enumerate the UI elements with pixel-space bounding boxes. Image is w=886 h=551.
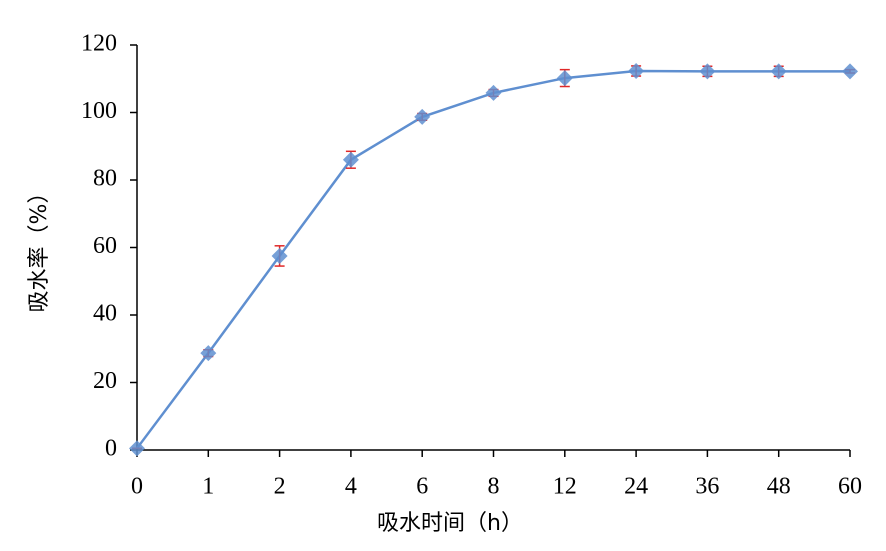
marker [699,63,716,80]
marker [271,247,288,264]
marker [770,63,787,80]
y-tick-label: 120 [81,31,117,57]
x-tick-label: 6 [416,474,428,500]
marker [129,440,145,457]
y-tick-label: 40 [93,301,117,327]
x-tick-label: 4 [345,474,357,500]
marker [485,84,502,101]
x-tick-label: 24 [624,474,648,500]
marker [842,63,858,80]
x-tick-label: 2 [274,474,286,500]
x-axis-label: 吸水时间（h） [377,511,523,536]
x-tick-label: 12 [553,474,577,500]
y-tick-label: 80 [93,166,117,192]
y-axis-label: 吸水率（%） [27,182,52,313]
x-tick-label: 0 [131,474,143,500]
x-tick-label: 60 [838,474,862,500]
y-tick-label: 60 [93,233,117,259]
y-tick-label: 100 [81,98,117,124]
marker [342,151,359,168]
x-tick-label: 8 [488,474,500,500]
x-tick-label: 1 [202,474,214,500]
y-tick-label: 0 [105,436,117,462]
marker [628,62,645,79]
x-tick-label: 48 [767,474,791,500]
y-tick-label: 20 [93,368,117,394]
series-line [135,69,850,450]
marker [556,70,573,87]
marker [200,345,217,362]
marker [414,108,431,125]
x-tick-label: 36 [695,474,719,500]
